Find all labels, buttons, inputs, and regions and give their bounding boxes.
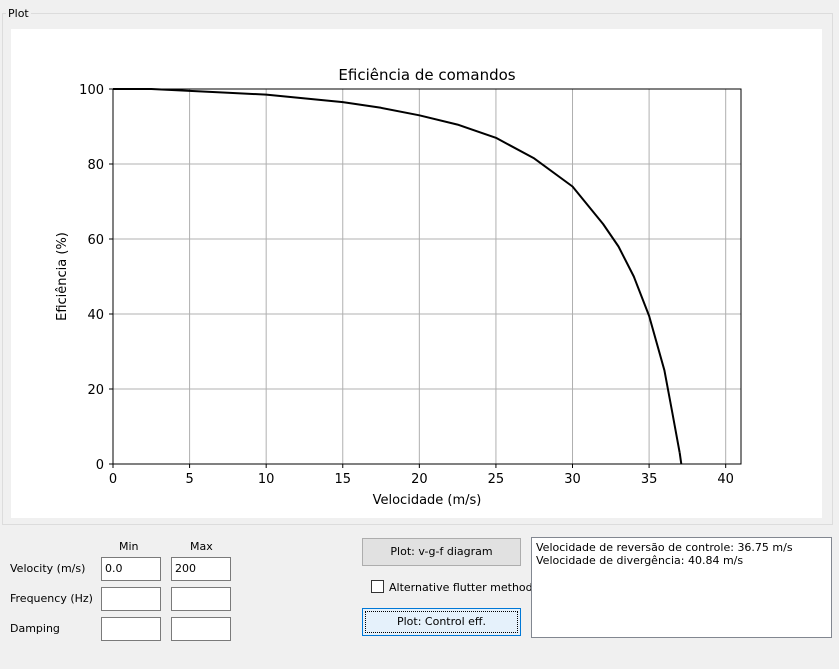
y-tick-label: 0: [96, 458, 104, 473]
y-tick-label: 100: [79, 83, 104, 98]
frequency-label: Frequency (Hz): [10, 592, 93, 605]
min-header: Min: [119, 540, 139, 553]
alternative-flutter-checkbox[interactable]: [371, 580, 384, 593]
plot-groupbox: [2, 13, 833, 525]
y-axis-label: Eficiência (%): [55, 232, 70, 321]
output-line-reversal: Velocidade de reversão de controle: 36.7…: [536, 541, 793, 554]
x-tick-label: 10: [258, 472, 275, 487]
efficiency-chart: 0 5 10 15 20 25 30 35 40 0 20 40 60 80 100 Eficiência …: [55, 66, 742, 508]
y-tick-label: 40: [87, 308, 104, 323]
plot-group-title: Plot: [6, 7, 31, 20]
velocity-label: Velocity (m/s): [10, 562, 86, 575]
plot-vgf-button[interactable]: Plot: v-g-f diagram: [362, 538, 521, 566]
damping-max-field[interactable]: [171, 617, 231, 641]
x-tick-label: 30: [564, 472, 581, 487]
efficiency-series-line: [678, 452, 683, 465]
series-lines: [113, 88, 683, 465]
x-axis-label: Velocidade (m/s): [373, 493, 482, 508]
velocity-max-field[interactable]: 200: [171, 557, 231, 581]
y-tick-label: 20: [87, 383, 104, 398]
results-output[interactable]: Velocidade de reversão de controle: 36.7…: [531, 537, 832, 638]
x-tick-label: 5: [185, 472, 193, 487]
chart-title: Eficiência de comandos: [338, 66, 515, 84]
max-header: Max: [190, 540, 213, 553]
x-tick-label: 0: [109, 472, 117, 487]
axes-frame: [112, 88, 742, 465]
damping-label: Damping: [10, 622, 60, 635]
x-tick-label: 25: [488, 472, 505, 487]
y-tick-label: 80: [87, 158, 104, 173]
output-line-divergence: Velocidade de divergência: 40.84 m/s: [536, 554, 744, 567]
x-tick-label: 40: [717, 472, 734, 487]
damping-min-field[interactable]: [101, 617, 161, 641]
frequency-min-field[interactable]: [101, 587, 161, 611]
velocity-min-field[interactable]: 0.0: [101, 557, 161, 581]
alternative-flutter-label[interactable]: Alternative flutter method: [389, 581, 533, 594]
plot-control-eff-button[interactable]: Plot: Control eff.: [362, 608, 521, 636]
plot-canvas: 0 5 10 15 20 25 30 35 40 0 20 40 60 80 100 Eficiência …: [11, 29, 822, 518]
x-tick-label: 15: [334, 472, 351, 487]
efficiency-series-line: [113, 88, 681, 453]
ticks: 0 5 10 15 20 25 30 35 40 0 20 40 60 80 100: [79, 83, 734, 487]
y-tick-label: 60: [87, 233, 104, 248]
frequency-max-field[interactable]: [171, 587, 231, 611]
x-tick-label: 20: [411, 472, 428, 487]
grid: [112, 88, 741, 465]
x-tick-label: 35: [641, 472, 658, 487]
